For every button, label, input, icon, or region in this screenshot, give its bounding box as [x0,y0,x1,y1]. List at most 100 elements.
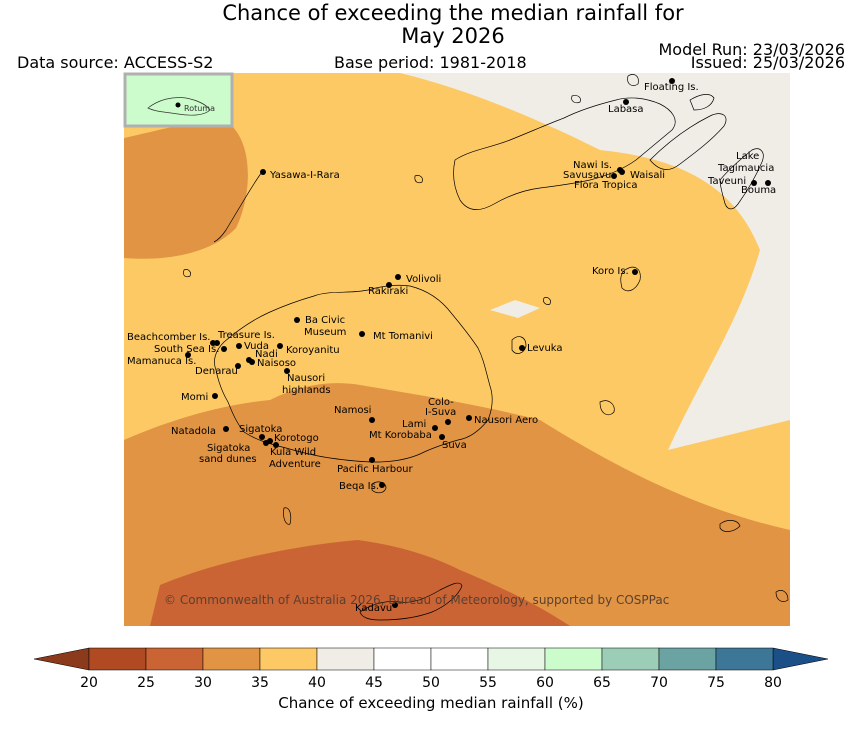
place-marker [294,317,300,323]
place-45: Beqa Is. [339,481,385,492]
place-5: Flora Tropica [574,180,637,191]
band-25-30-south [150,540,570,626]
place-6: Lake [736,151,759,162]
rotuma-marker [175,102,181,108]
koro-coast [620,266,641,292]
place-marker [395,274,401,280]
place-36: Sigatoka [239,424,282,440]
place-label: I-Suva [425,407,456,418]
place-marker [466,415,472,421]
place-label: Waisali [630,170,665,181]
colorbar-tick-label: 80 [764,675,782,691]
yasawa-chain [213,171,263,243]
place-marker [359,331,365,337]
rotuma-coast [147,97,211,116]
colorbar-segment-c35_40 [259,647,318,671]
place-label: Colo- [428,397,454,408]
place-label: highlands [282,385,331,396]
colorbar-segment-c45_50 [373,647,432,671]
colorbar-under-arrow [33,647,90,671]
place-marker [623,99,629,105]
place-21: Koroyanitu [277,343,340,356]
place-label: Lake [736,151,759,162]
vanua-levu-coast [453,97,676,210]
place-34: Lami [402,419,438,431]
place-label: Pacific Harbour [337,464,414,475]
place-label: Suva [442,440,467,451]
place-label: Kula Wild [270,447,316,458]
colorbar-segment-c30_35 [202,647,261,671]
place-35: Natadola [171,426,229,437]
colorbar-segment-c60_65 [544,647,603,671]
place-label: Labasa [608,104,644,115]
colorbar-segment-c20_25 [88,647,147,671]
place-label: Momi [181,392,208,403]
place-label: Nadi [255,349,278,360]
place-label: Nawi Is. [573,160,612,171]
place-marker [236,343,242,349]
place-label: South Sea Is. [154,344,219,355]
place-label: Sigatoka [239,424,282,435]
ovalau-coast [511,336,527,354]
place-20: South Sea Is. [154,344,227,355]
place-29: Momi [181,392,218,403]
colorbar-tick-label: 25 [137,675,155,691]
rotuma-inset: Rotuma [123,72,234,128]
place-marker [432,425,438,431]
place-label: Volivoli [406,274,441,285]
colorbar-tick-label: 65 [593,675,611,691]
islet-8 [543,297,551,305]
place-marker [445,419,451,425]
title-line-2: May 2026 [401,24,505,48]
band-30-35-northwest [124,121,248,259]
place-31: I-Suva [425,407,456,418]
islet-2 [599,400,615,416]
colorbar-segment-c70_75 [658,647,717,671]
place-44: Pacific Harbour [337,457,414,475]
islet-3 [283,507,292,525]
copyright: © Commonwealth of Australia 2026, Bureau… [164,593,669,607]
place-label: Beachcomber Is. [127,332,210,343]
colorbar-tick-label: 35 [251,675,269,691]
colorbar-tick-label: 45 [365,675,383,691]
place-3: Savusavu [563,170,617,181]
place-marker [259,434,265,440]
place-label: Flora Tropica [574,180,637,191]
place-label: Mt Tomanivi [373,331,433,342]
viti-levu-coast [214,284,493,463]
place-label: Vuda [244,341,269,352]
kadavu-coast [359,582,463,621]
place-label: Floating Is. [644,82,699,93]
place-marker [765,180,771,186]
place-marker [185,352,191,358]
title-line-1: Chance of exceeding the median rainfall … [222,1,684,25]
place-marker [386,282,392,288]
northeast-island-coast [649,113,727,170]
place-label: Natadola [171,426,216,437]
place-label: Mt Korobaba [369,430,432,441]
place-9: Bouma [741,180,776,196]
colorbar-tick-label: 30 [194,675,212,691]
place-marker [263,440,269,446]
place-label: Tagimaucia [717,163,774,174]
place-label: Bouma [741,185,776,196]
islet-7 [571,95,581,104]
place-4: Waisali [619,169,665,181]
islet-9 [627,74,639,86]
place-40: Sigatoka [207,440,269,454]
place-label: Savusavu [563,170,611,181]
place-marker [392,602,398,608]
place-marker [369,417,375,423]
place-39: Suva [439,434,467,451]
colorbar-tick-label: 60 [536,675,554,691]
place-41: Kula Wild [270,442,316,458]
place-label: Museum [304,327,346,338]
colorbar-segment-c25_30 [145,647,204,671]
islet-6 [183,269,191,278]
islet-5 [775,590,789,602]
place-27: highlands [282,385,331,396]
place-25: Denarau [195,363,241,377]
place-23: Naisoso [249,358,296,369]
band-40-45-patch [490,300,540,318]
